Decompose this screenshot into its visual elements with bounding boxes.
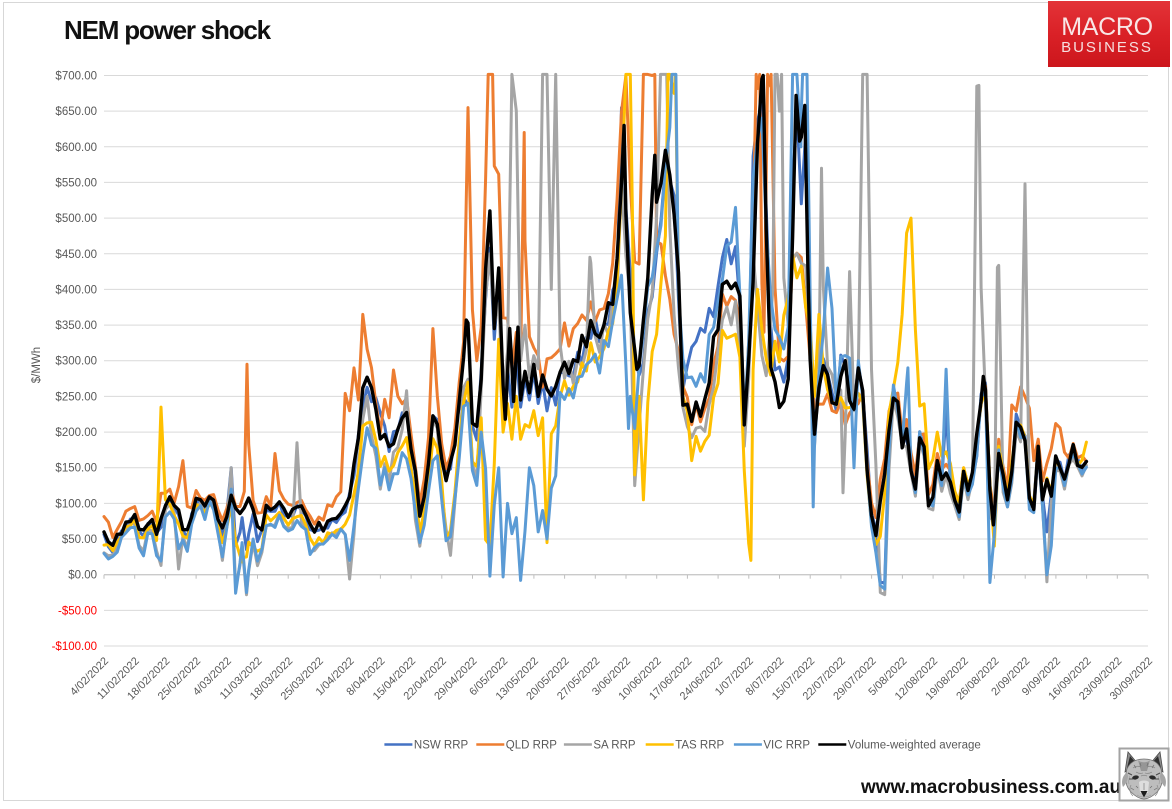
svg-text:$300.00: $300.00 bbox=[55, 356, 97, 368]
svg-text:$350.00: $350.00 bbox=[55, 320, 97, 332]
svg-text:-$50.00: -$50.00 bbox=[58, 605, 97, 617]
svg-text:BUSINESS: BUSINESS bbox=[1061, 39, 1153, 56]
svg-text:$50.00: $50.00 bbox=[62, 534, 97, 546]
svg-text:$400.00: $400.00 bbox=[55, 284, 97, 296]
svg-text:$150.00: $150.00 bbox=[55, 463, 97, 475]
svg-text:$200.00: $200.00 bbox=[55, 427, 97, 439]
svg-text:$650.00: $650.00 bbox=[55, 106, 97, 118]
svg-text:-$100.00: -$100.00 bbox=[52, 641, 97, 653]
svg-text:SA RRP: SA RRP bbox=[593, 740, 636, 752]
svg-text:TAS RRP: TAS RRP bbox=[675, 740, 724, 752]
svg-text:QLD RRP: QLD RRP bbox=[506, 740, 557, 752]
svg-text:NSW RRP: NSW RRP bbox=[414, 740, 469, 752]
svg-text:Volume-weighted average: Volume-weighted average bbox=[848, 740, 981, 752]
svg-text:NEM power shock: NEM power shock bbox=[64, 15, 272, 45]
svg-text:$0.00: $0.00 bbox=[68, 570, 97, 582]
svg-text:$600.00: $600.00 bbox=[55, 142, 97, 154]
svg-text:VIC RRP: VIC RRP bbox=[763, 740, 810, 752]
svg-text:$250.00: $250.00 bbox=[55, 391, 97, 403]
svg-text:$450.00: $450.00 bbox=[55, 249, 97, 261]
svg-text:www.macrobusiness.com.au: www.macrobusiness.com.au bbox=[860, 777, 1121, 798]
svg-text:$500.00: $500.00 bbox=[55, 213, 97, 225]
svg-text:$550.00: $550.00 bbox=[55, 177, 97, 189]
svg-text:$/MWh: $/MWh bbox=[31, 347, 43, 383]
svg-text:$700.00: $700.00 bbox=[55, 71, 97, 83]
svg-text:$100.00: $100.00 bbox=[55, 498, 97, 510]
svg-text:MACRO: MACRO bbox=[1061, 13, 1153, 41]
